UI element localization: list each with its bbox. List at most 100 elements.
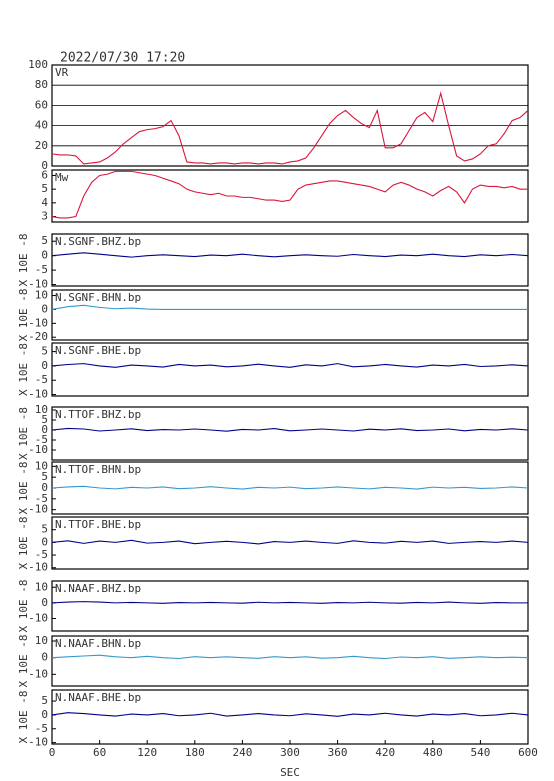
y-tick-label: -10	[28, 316, 48, 329]
y-axis-label: X 10E -8	[17, 635, 30, 688]
y-tick-label: 0	[41, 302, 48, 315]
y-axis-label: X 10E -8	[17, 580, 30, 633]
series-label: N.SGNF.BHZ.bp	[55, 235, 141, 248]
y-tick-label: 10	[35, 289, 48, 302]
y-axis-label: X 10E -8	[17, 343, 30, 396]
panel-frame	[51, 580, 529, 632]
y-tick-label: -5	[35, 492, 48, 505]
series-label: N.SGNF.BHE.bp	[55, 344, 141, 357]
x-tick-label: 60	[93, 746, 106, 759]
y-tick-label: 0	[41, 535, 48, 548]
y-tick-label: -5	[35, 433, 48, 446]
x-tick-label: 180	[185, 746, 205, 759]
y-tick-label: 10	[35, 403, 48, 416]
y-tick-label: 5	[41, 694, 48, 707]
data-line	[51, 91, 529, 165]
panel-frame	[51, 516, 529, 570]
y-tick-label: 0	[41, 159, 48, 172]
panel-frame	[51, 342, 529, 397]
panel-frame	[51, 233, 529, 287]
y-tick-label: -5	[35, 263, 48, 276]
data-line	[51, 252, 529, 258]
data-line	[51, 654, 529, 660]
y-tick-label: -5	[35, 722, 48, 735]
x-tick-label: 420	[375, 746, 395, 759]
y-tick-label: 0	[41, 651, 48, 664]
y-tick-label: 0	[41, 596, 48, 609]
x-tick-label: 300	[280, 746, 300, 759]
x-tick-label: 360	[328, 746, 348, 759]
y-tick-label: 5	[41, 470, 48, 483]
y-axis-label: X 10E -8	[17, 691, 30, 744]
y-tick-label: 10	[35, 459, 48, 472]
series-label: N.SGNF.BHN.bp	[55, 291, 141, 304]
y-tick-label: 20	[35, 139, 48, 152]
y-tick-label: 5	[41, 182, 48, 195]
panel-frame	[51, 289, 529, 341]
y-tick-label: -10	[28, 667, 48, 680]
y-tick-label: -10	[28, 443, 48, 456]
panel-frame	[51, 64, 529, 167]
series-label: N.TTOF.BHN.bp	[55, 463, 141, 476]
y-tick-label: -10	[28, 503, 48, 516]
y-tick-label: -10	[28, 561, 48, 574]
y-tick-label: -5	[35, 548, 48, 561]
y-tick-label: 0	[41, 708, 48, 721]
series-label: N.NAAF.BHZ.bp	[55, 582, 141, 595]
y-tick-label: 6	[41, 168, 48, 181]
x-tick-label: 540	[470, 746, 490, 759]
chart-title: 2022/07/30 17:20	[60, 51, 185, 66]
y-tick-label: 0	[41, 481, 48, 494]
y-tick-label: 4	[41, 196, 48, 209]
data-line	[51, 712, 529, 717]
series-label: VR	[55, 66, 69, 79]
x-tick-label: 480	[423, 746, 443, 759]
series-label: N.NAAF.BHE.bp	[55, 691, 141, 704]
panel-frame	[51, 169, 529, 223]
data-line	[51, 601, 528, 604]
panel-frame	[51, 635, 529, 687]
series-label: N.NAAF.BHN.bp	[55, 637, 141, 650]
y-tick-label: 0	[41, 359, 48, 372]
y-tick-label: 5	[41, 345, 48, 358]
x-axis-label: SEC	[280, 766, 300, 779]
y-tick-label: 10	[35, 580, 48, 593]
y-tick-label: -10	[28, 736, 48, 749]
series-label: N.TTOF.BHE.bp	[55, 518, 141, 531]
data-line	[51, 304, 528, 310]
x-tick-label: 0	[49, 746, 56, 759]
y-tick-label: 5	[41, 523, 48, 536]
series-label: Mw	[55, 171, 69, 184]
y-tick-label: 5	[41, 234, 48, 247]
y-tick-label: 60	[35, 98, 48, 111]
data-line	[51, 539, 529, 545]
data-line	[51, 170, 528, 219]
y-tick-label: -10	[28, 612, 48, 625]
y-tick-label: -20	[28, 330, 48, 343]
y-tick-label: 80	[35, 78, 48, 91]
y-tick-label: -5	[35, 373, 48, 386]
x-tick-label: 120	[137, 746, 157, 759]
y-tick-label: 100	[28, 58, 48, 71]
series-label: N.TTOF.BHZ.bp	[55, 408, 141, 421]
y-tick-label: -10	[28, 388, 48, 401]
y-tick-label: 10	[35, 634, 48, 647]
y-axis-label: X 10E -8	[17, 234, 30, 287]
y-tick-label: 40	[35, 119, 48, 132]
y-tick-label: 3	[41, 210, 48, 223]
y-tick-label: 5	[41, 413, 48, 426]
y-axis-label: X 10E -8	[17, 462, 30, 515]
y-axis-label: X 10E -8	[17, 289, 30, 342]
y-axis-label: X 10E -8	[17, 407, 30, 460]
y-axis-label: X 10E -8	[17, 517, 30, 570]
y-tick-label: 0	[41, 249, 48, 262]
y-tick-label: -10	[28, 278, 48, 291]
y-tick-label: 0	[41, 423, 48, 436]
x-tick-label: 600	[518, 746, 538, 759]
x-tick-label: 240	[232, 746, 252, 759]
data-line	[51, 427, 529, 432]
data-line	[51, 485, 529, 490]
data-line	[51, 363, 529, 368]
panel-frame	[51, 406, 529, 461]
